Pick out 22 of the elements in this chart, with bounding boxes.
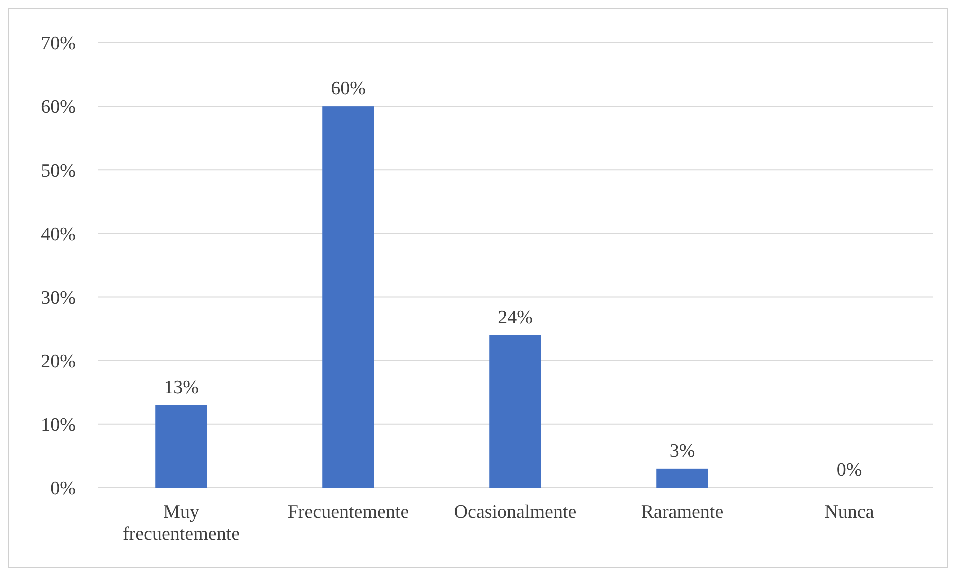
- bar: [656, 468, 708, 488]
- y-tick-label: 50%: [41, 160, 76, 182]
- y-tick-label: 10%: [41, 415, 76, 436]
- y-tick-label: 0%: [50, 478, 76, 500]
- data-label: 60%: [331, 78, 366, 100]
- bar: [322, 106, 374, 488]
- x-tick-label: Nunca: [824, 502, 875, 523]
- y-tick-label: 60%: [41, 97, 76, 118]
- x-tick-label: Ocasionalmente: [454, 502, 577, 523]
- y-tick-label: 70%: [41, 34, 76, 55]
- x-tick-label: Raramente: [641, 502, 724, 523]
- y-tick-label: 30%: [41, 288, 76, 309]
- bar: [156, 405, 208, 488]
- data-label: 24%: [498, 307, 534, 328]
- data-label: 0%: [836, 460, 862, 481]
- y-tick-label: 40%: [41, 224, 76, 246]
- y-tick-label: 20%: [41, 352, 76, 373]
- x-tick-label: Muy frecuentemente: [122, 502, 240, 545]
- x-tick-label: Frecuentemente: [288, 502, 410, 523]
- bar: [490, 335, 542, 488]
- data-label: 13%: [164, 377, 200, 398]
- data-label: 3%: [670, 440, 696, 462]
